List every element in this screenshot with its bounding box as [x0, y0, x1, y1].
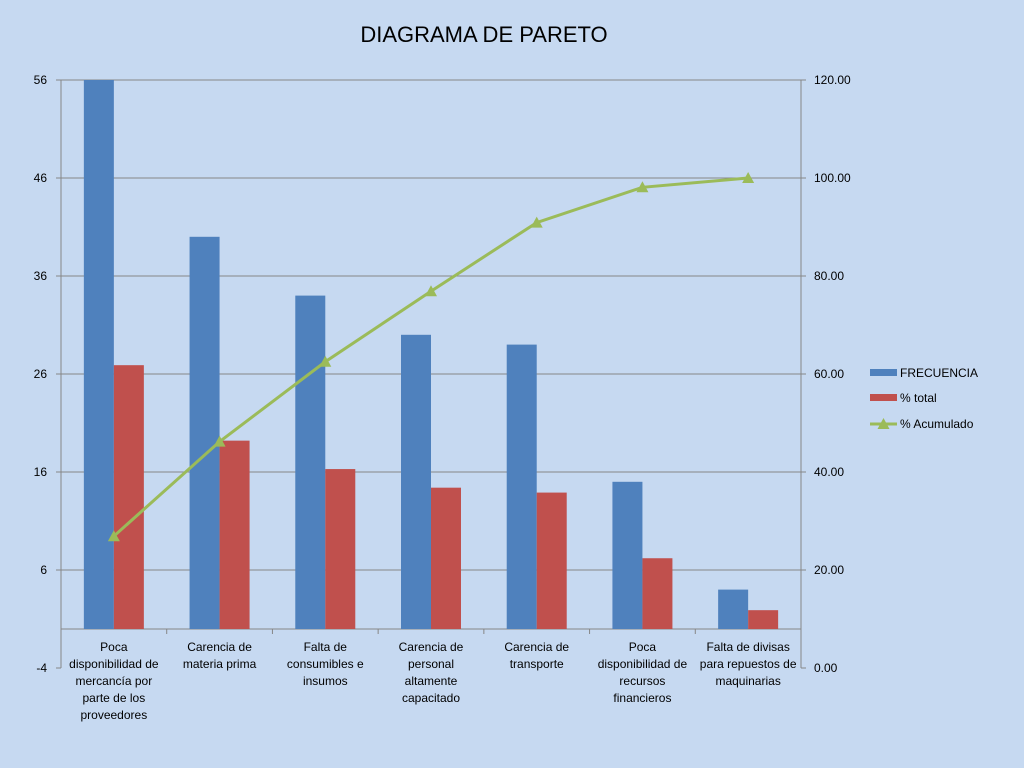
cumulative-marker — [425, 285, 437, 297]
bar-porcentaje-total — [113, 365, 144, 629]
y-right-tick-label: 40.00 — [814, 465, 844, 479]
category-label: Falta de divisas para repuestos de maquina… — [700, 640, 797, 688]
y-left-tick-label: 36 — [34, 269, 48, 283]
y-left-tick-label: 56 — [34, 73, 48, 87]
category-label: Carencia de personal altamente capacitado — [399, 640, 464, 705]
bar-frecuencia — [83, 80, 114, 629]
y-right-tick-label: 0.00 — [814, 661, 838, 675]
y-left-tick-label: 6 — [40, 563, 47, 577]
bar-porcentaje-total — [642, 558, 673, 629]
bar-porcentaje-total — [431, 487, 461, 629]
legend-label: FRECUENCIA — [900, 366, 978, 380]
bar-frecuencia — [506, 344, 537, 629]
y-right-tick-label: 120.00 — [814, 73, 851, 87]
bar-frecuencia — [401, 334, 431, 629]
y-right-tick-label: 20.00 — [814, 563, 844, 577]
category-label: Poca disponibilidad de mercancía por parte … — [69, 640, 159, 722]
category-label: Poca disponibilidad de recursos financieros — [598, 640, 688, 705]
legend-label: % Acumulado — [900, 417, 974, 431]
bar-frecuencia — [718, 589, 749, 629]
bar-porcentaje-total — [748, 610, 779, 629]
cumulative-marker — [742, 172, 755, 183]
cumulative-marker — [107, 530, 120, 542]
y-right-tick-label: 80.00 — [814, 269, 844, 283]
cumulative-marker — [213, 435, 226, 447]
y-left-tick-label: -4 — [36, 661, 47, 675]
y-right-tick-label: 100.00 — [814, 171, 851, 185]
bar-porcentaje-total — [325, 469, 356, 629]
bar-porcentaje-total — [536, 492, 567, 629]
y-right-tick-label: 60.00 — [814, 367, 844, 381]
cumulative-marker — [636, 181, 649, 193]
bar-frecuencia — [612, 481, 643, 629]
cumulative-marker — [319, 355, 332, 367]
legend-swatch — [870, 394, 897, 401]
chart-title: DIAGRAMA DE PARETO — [360, 22, 608, 47]
legend-marker — [877, 418, 890, 429]
bar-porcentaje-total — [219, 440, 250, 629]
cumulative-marker — [530, 216, 543, 228]
category-label: Carencia de materia prima — [183, 640, 257, 671]
legend-label: % total — [900, 391, 937, 405]
category-label: Carencia de transporte — [504, 640, 569, 671]
bar-frecuencia — [189, 236, 220, 630]
category-label: Falta de consumibles e insumos — [287, 640, 364, 688]
y-left-tick-label: 26 — [34, 367, 48, 381]
legend-swatch — [870, 369, 897, 376]
y-left-tick-label: 16 — [34, 465, 48, 479]
y-left-tick-label: 46 — [34, 171, 48, 185]
bar-frecuencia — [295, 295, 326, 629]
